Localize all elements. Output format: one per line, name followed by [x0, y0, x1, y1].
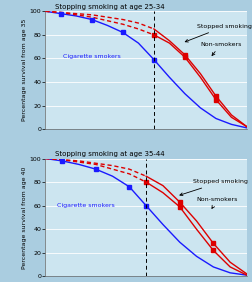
- Text: Non-smokers: Non-smokers: [200, 42, 242, 56]
- Text: Non-smokers: Non-smokers: [197, 197, 238, 208]
- Text: Stopped smoking: Stopped smoking: [180, 179, 248, 196]
- Y-axis label: Percentage survival from age 35: Percentage survival from age 35: [22, 19, 27, 121]
- Text: Stopping smoking at age 35-44: Stopping smoking at age 35-44: [55, 151, 165, 157]
- Text: Stopping smoking at age 25-34: Stopping smoking at age 25-34: [55, 3, 165, 10]
- Text: Cigarette smokers: Cigarette smokers: [57, 203, 115, 208]
- Text: Stopped smoking: Stopped smoking: [185, 24, 252, 42]
- Text: Cigarette smokers: Cigarette smokers: [63, 54, 121, 59]
- Y-axis label: Percentage survival from age 40: Percentage survival from age 40: [22, 166, 27, 269]
